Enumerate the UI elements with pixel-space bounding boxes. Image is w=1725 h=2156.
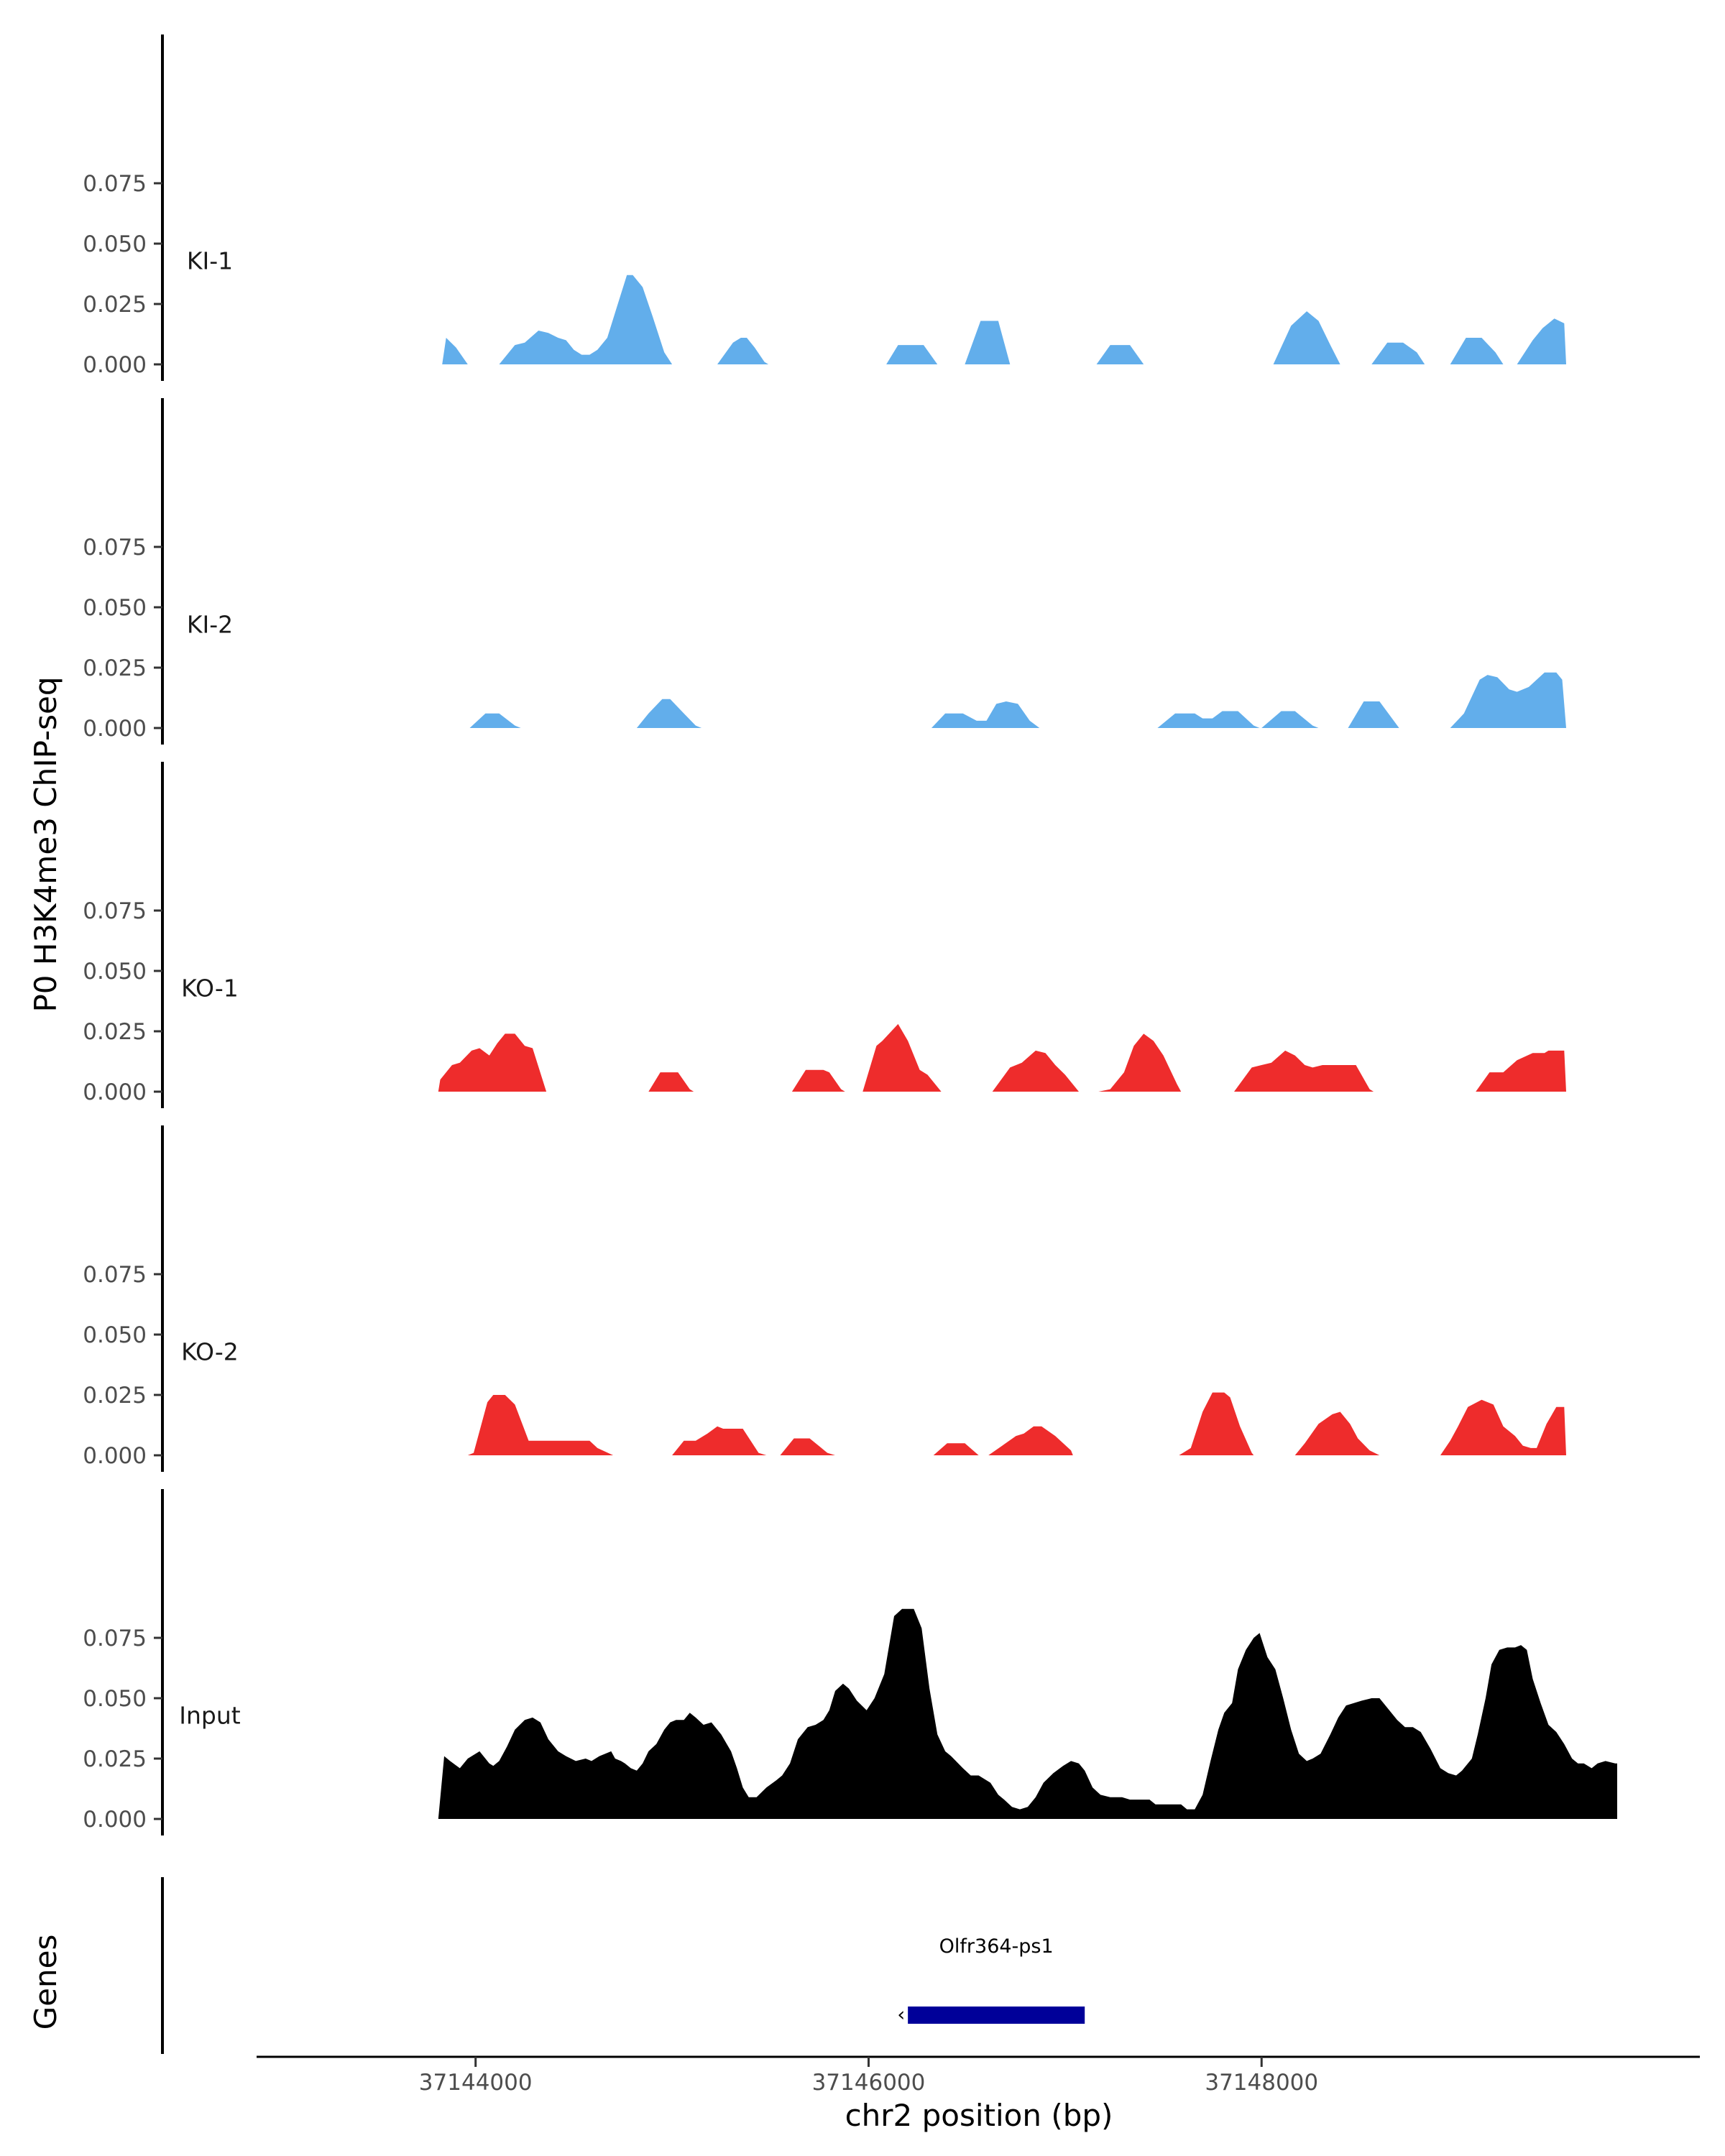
signal-peak: [886, 345, 938, 364]
y-tick-label: 0.025: [83, 655, 147, 681]
y-tick-label: 0.075: [83, 535, 147, 561]
gene-strand-icon: ‹: [897, 2004, 905, 2026]
track-ki-1: 0.000 0.025 0.050 0.075 KI-1: [83, 34, 1566, 381]
track-label: KO-2: [181, 1338, 239, 1366]
signal-peak: [467, 1395, 614, 1455]
signal-peak: [1098, 1033, 1182, 1092]
y-tick-label: 0.050: [83, 231, 147, 257]
track-ko-2: 0.000 0.025 0.050 0.075 KO-2: [83, 1125, 1566, 1472]
y-tick-label: 0.000: [83, 1807, 147, 1833]
signal-peak: [1273, 311, 1340, 364]
x-tick-label: 37144000: [419, 2070, 533, 2096]
signal-peak: [672, 1426, 767, 1455]
tracks-group: 0.0000.0250.0500.075KI-10.0000.0250.0500…: [83, 34, 1617, 1835]
signal-peak: [791, 1069, 845, 1092]
track-label: KO-1: [181, 975, 239, 1003]
signal-peak: [932, 701, 1040, 728]
signal-peak: [717, 338, 769, 364]
signal-peak: [965, 321, 1011, 364]
signal-peak: [1261, 711, 1319, 728]
track-ko-1: 0.000 0.025 0.050 0.075 KO-1: [83, 762, 1566, 1108]
gene-body: [908, 2007, 1085, 2024]
signal-peak: [469, 713, 521, 728]
signal-peak: [1476, 1050, 1566, 1092]
x-tick-label: 37148000: [1205, 2070, 1318, 2096]
signal-peak: [438, 1033, 547, 1092]
signal-peak: [1440, 1399, 1566, 1455]
y-tick-label: 0.075: [83, 171, 147, 197]
track-input: 0.000 0.025 0.050 0.075 Input: [83, 1489, 1617, 1835]
signal-peak: [1157, 711, 1260, 728]
signal-peak: [499, 275, 673, 364]
signal-peak: [1450, 338, 1504, 364]
y-tick-label: 0.075: [83, 1626, 147, 1651]
signal-peak: [1294, 1411, 1380, 1455]
track-ki-2: 0.000 0.025 0.050 0.075 KI-2: [83, 398, 1566, 745]
signal-peak: [992, 1050, 1079, 1092]
y-tick-label: 0.000: [83, 352, 147, 378]
gene-items: ‹ Olfr364-ps1: [897, 1935, 1085, 2026]
y-tick-label: 0.000: [83, 1079, 147, 1105]
y-tick-label: 0.050: [83, 1686, 147, 1712]
signal-peak: [1179, 1392, 1254, 1455]
y-tick-label: 0.050: [83, 1322, 147, 1348]
signal-peak: [933, 1443, 979, 1455]
y-tick-label: 0.050: [83, 595, 147, 621]
gene-name: Olfr364-ps1: [939, 1935, 1054, 1958]
x-axis-title: chr2 position (bp): [845, 2098, 1113, 2133]
x-tick-label: 37146000: [812, 2070, 926, 2096]
signal-peak: [1096, 345, 1144, 364]
signal-peak: [1450, 672, 1566, 728]
genes-track-label: Genes: [28, 1935, 63, 2030]
y-tick-label: 0.025: [83, 292, 147, 318]
y-tick-label: 0.050: [83, 959, 147, 985]
genes-panel: Genes ‹ Olfr364-ps1: [28, 1877, 1085, 2054]
y-tick-label: 0.075: [83, 1262, 147, 1288]
y-tick-label: 0.000: [83, 716, 147, 742]
signal-peak: [862, 1023, 942, 1092]
y-tick-label: 0.000: [83, 1443, 147, 1469]
signal-peak: [1517, 318, 1566, 364]
signal-peak: [1371, 342, 1425, 364]
signal-peak: [442, 338, 468, 364]
y-tick-label: 0.075: [83, 898, 147, 924]
y-tick-label: 0.025: [83, 1746, 147, 1772]
track-label: KI-1: [187, 247, 233, 275]
y-tick-label: 0.025: [83, 1383, 147, 1409]
signal-peak: [780, 1438, 835, 1455]
signal-peak: [636, 699, 702, 728]
track-label: Input: [179, 1702, 241, 1730]
y-tick-label: 0.025: [83, 1019, 147, 1045]
signal-peak: [648, 1072, 694, 1092]
signal-peak: [988, 1426, 1073, 1455]
signal-peak: [438, 1608, 1617, 1819]
x-axis: 37144000 37146000 37148000: [257, 2055, 1700, 2096]
y-axis-title: P0 H3K4me3 ChIP-seq: [28, 676, 63, 1012]
track-label: KI-2: [187, 611, 233, 639]
signal-peak: [1348, 701, 1399, 728]
signal-peak: [1234, 1050, 1374, 1092]
